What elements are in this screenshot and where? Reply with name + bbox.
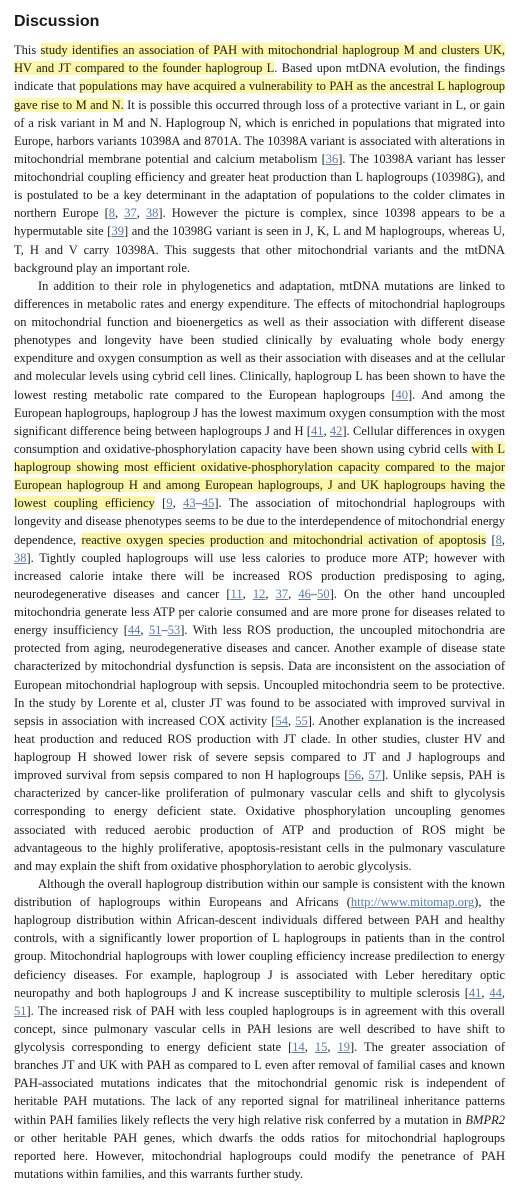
citation-link[interactable]: 51 — [14, 1004, 27, 1018]
citation-link[interactable]: 57 — [369, 768, 382, 782]
citation-link[interactable]: 37 — [276, 587, 289, 601]
citation-link[interactable]: 54 — [275, 714, 288, 728]
citation-link[interactable]: 51 — [149, 623, 162, 637]
citation-link[interactable]: 44 — [489, 986, 502, 1000]
gene-name-italic: BMPR2 — [465, 1113, 505, 1127]
paragraph-2: In addition to their role in phylogeneti… — [14, 277, 505, 875]
section-heading: Discussion — [14, 10, 505, 33]
citation-link[interactable]: 44 — [128, 623, 141, 637]
citation-link[interactable]: 40 — [396, 388, 409, 402]
citation-link[interactable]: 55 — [295, 714, 308, 728]
citation-link[interactable]: 36 — [326, 152, 339, 166]
citation-link[interactable]: 50 — [317, 587, 330, 601]
citation-link[interactable]: 8 — [109, 206, 115, 220]
text: ]. With less ROS production, the uncoupl… — [14, 623, 505, 728]
citation-link[interactable]: 38 — [14, 551, 27, 565]
citation-link[interactable]: 8 — [496, 533, 502, 547]
text: This — [14, 43, 41, 57]
paragraph-3: Although the overall haplogroup distribu… — [14, 875, 505, 1183]
citation-link[interactable]: 38 — [146, 206, 159, 220]
paragraph-1: This study identifies an association of … — [14, 41, 505, 277]
citation-link[interactable]: 56 — [348, 768, 361, 782]
citation-link[interactable]: 39 — [111, 224, 124, 238]
citation-link[interactable]: 41 — [311, 424, 324, 438]
citation-link[interactable]: 9 — [166, 496, 172, 510]
text: [ — [155, 496, 167, 510]
text: [ — [486, 533, 496, 547]
text: In addition to their role in phylogeneti… — [14, 279, 505, 402]
citation-link[interactable]: 43 — [183, 496, 196, 510]
citation-link[interactable]: 37 — [124, 206, 137, 220]
highlight: reactive oxygen species production and m… — [81, 533, 486, 547]
citation-link[interactable]: 53 — [168, 623, 181, 637]
citation-link[interactable]: 15 — [315, 1040, 328, 1054]
citation-link[interactable]: 19 — [337, 1040, 350, 1054]
text: or other heritable PAH genes, which dwar… — [14, 1131, 505, 1181]
citation-link[interactable]: 46 — [298, 587, 311, 601]
external-link[interactable]: http://www.mitomap.org — [351, 895, 474, 909]
citation-link[interactable]: 41 — [469, 986, 482, 1000]
citation-link[interactable]: 45 — [202, 496, 215, 510]
citation-link[interactable]: 14 — [292, 1040, 305, 1054]
citation-link[interactable]: 12 — [253, 587, 266, 601]
text: ]. Unlike sepsis, PAH is characterized b… — [14, 768, 505, 873]
text: ), the haplogroup distribution within Af… — [14, 895, 505, 1000]
citation-link[interactable]: 42 — [330, 424, 343, 438]
citation-link[interactable]: 11 — [231, 587, 243, 601]
